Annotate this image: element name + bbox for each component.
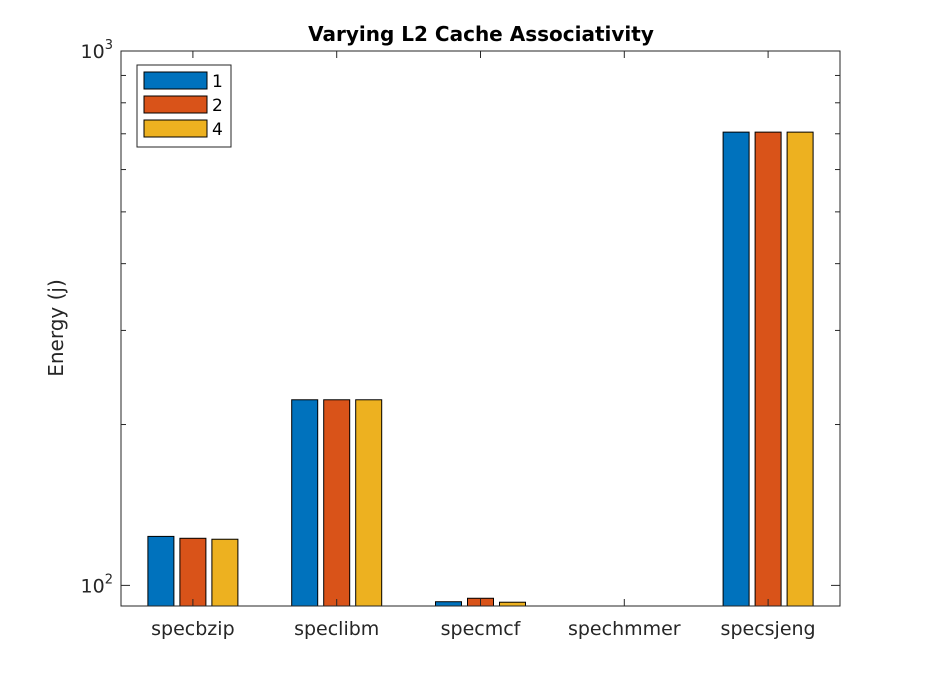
- chart-title: Varying L2 Cache Associativity: [308, 22, 654, 46]
- bar-specbzip-series-2: [179, 537, 207, 607]
- y-tick-label: 102: [81, 572, 113, 597]
- bar-specsjeng-series-4: [786, 131, 814, 607]
- bar-speclibm-series-2: [323, 399, 351, 607]
- y-axis-label: Energy (j): [44, 279, 68, 377]
- legend-swatch-1: [143, 71, 208, 90]
- legend-swatch-2: [143, 95, 208, 114]
- bar-specsjeng-series-1: [722, 131, 750, 607]
- x-tick-label: specbzip: [151, 618, 234, 640]
- bar-speclibm-series-1: [291, 399, 319, 607]
- bar-specbzip-series-1: [147, 535, 175, 607]
- bar-specbzip-series-4: [211, 538, 239, 607]
- y-tick-label: 103: [81, 38, 113, 63]
- plot-area: specbzip speclibm specmcf spechmmer specsjen…: [81, 38, 841, 640]
- x-tick-label: spechmmer: [568, 618, 681, 640]
- plot-background: [121, 51, 840, 606]
- legend-label-4: 4: [212, 120, 223, 140]
- bar-speclibm-series-4: [355, 399, 383, 607]
- x-tick-label: speclibm: [294, 618, 379, 640]
- legend-swatch-4: [143, 119, 208, 138]
- x-tick-label: specsjeng: [721, 618, 816, 640]
- x-tick-label: specmcf: [441, 618, 522, 640]
- bar-specmcf-series-1: [435, 601, 462, 607]
- legend-label-1: 1: [212, 72, 223, 92]
- bar-specmcf-series-4: [499, 601, 526, 607]
- bar-specsjeng-series-2: [754, 131, 782, 607]
- legend-label-2: 2: [212, 96, 223, 116]
